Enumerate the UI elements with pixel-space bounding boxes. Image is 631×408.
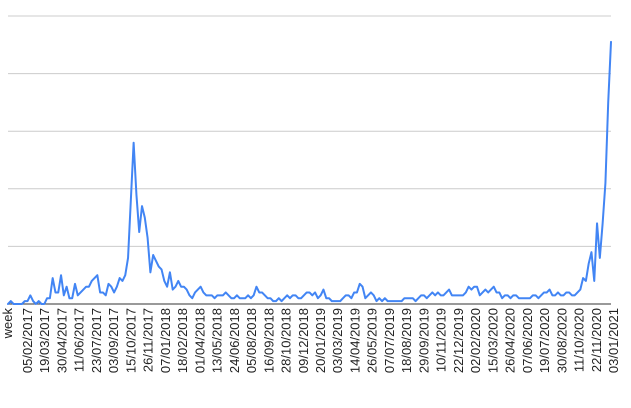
x-tick-label: 02/02/2020 xyxy=(468,308,483,373)
x-tick-label: 03/03/2019 xyxy=(330,308,345,373)
x-tick-label: 22/11/2020 xyxy=(589,308,604,372)
x-tick-label: 09/12/2018 xyxy=(296,308,311,373)
x-tick-label: 03/09/2017 xyxy=(106,308,121,373)
x-tick-label: 05/02/2017 xyxy=(20,308,35,373)
x-tick-label: 15/03/2020 xyxy=(485,308,500,373)
x-tick-label: 23/07/2017 xyxy=(89,308,104,373)
series-line xyxy=(7,40,612,305)
x-tick-label: 19/03/2017 xyxy=(37,308,52,373)
x-tick-label: 11/06/2017 xyxy=(72,308,87,372)
x-tick-label: 07/06/2020 xyxy=(520,308,535,373)
x-tick-label: 07/01/2018 xyxy=(158,308,173,373)
x-tick-label: 30/08/2020 xyxy=(554,308,569,373)
series-layer xyxy=(7,40,612,305)
x-tick-label: 20/01/2019 xyxy=(313,308,328,373)
x-tick-label: 26/05/2019 xyxy=(365,308,380,373)
x-tick-label: 22/12/2019 xyxy=(451,308,466,373)
x-tick-label: 14/04/2019 xyxy=(347,308,362,373)
x-tick-label: 11/10/2020 xyxy=(572,308,587,372)
x-tick-label: 03/01/2021 xyxy=(606,308,621,373)
gridlines xyxy=(8,15,611,247)
x-tick-label: 16/09/2018 xyxy=(261,308,276,373)
x-tick-label: 30/04/2017 xyxy=(54,308,69,373)
x-tick-labels: 05/02/2017 19/03/2017 30/04/2017 11/06/2017… xyxy=(20,308,621,373)
x-tick-label: 19/07/2020 xyxy=(537,308,552,373)
x-tick-label: 29/09/2019 xyxy=(416,308,431,373)
x-tick-label: 28/10/2018 xyxy=(279,308,294,373)
x-tick-label: 26/04/2020 xyxy=(503,308,518,373)
x-tick-label: 07/07/2019 xyxy=(382,308,397,373)
x-tick-label: 15/10/2017 xyxy=(123,308,138,373)
x-tick-label: 01/04/2018 xyxy=(192,308,207,373)
x-tick-label: 10/11/2019 xyxy=(434,308,449,372)
x-axis-title: week xyxy=(0,308,15,340)
x-tick-label: 13/05/2018 xyxy=(210,308,225,373)
x-tick-label: 26/11/2017 xyxy=(141,308,156,372)
x-tick-label: 18/02/2018 xyxy=(175,308,190,373)
x-tick-label: 24/06/2018 xyxy=(227,308,242,373)
x-tick-label: 18/08/2019 xyxy=(399,308,414,373)
x-tick-label: 05/08/2018 xyxy=(244,308,259,373)
